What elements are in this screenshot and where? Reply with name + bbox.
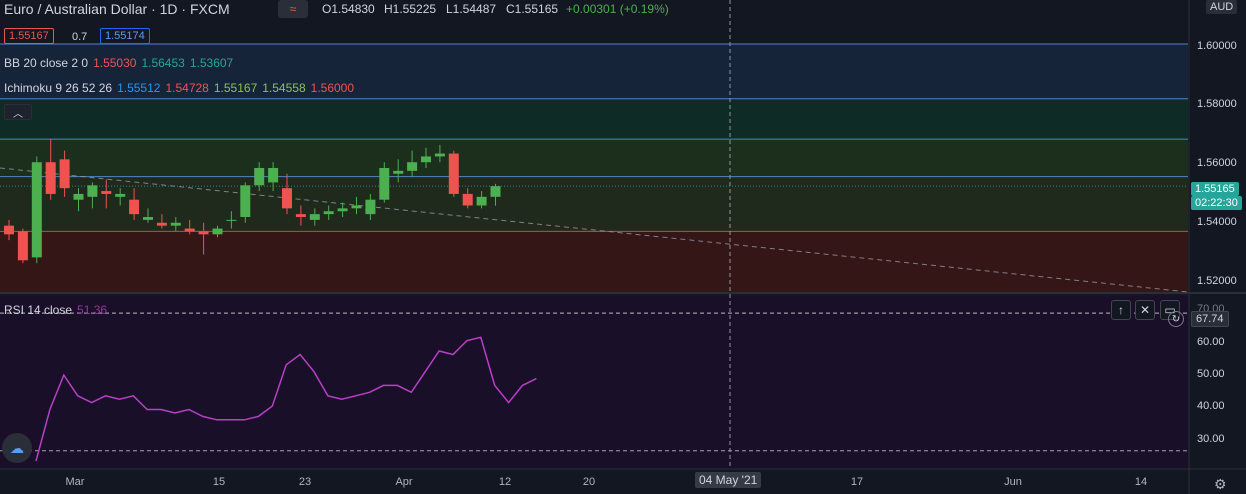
candle-body	[17, 231, 28, 261]
candle-body	[309, 214, 320, 220]
crosshair-date-tag: 04 May '21	[695, 472, 762, 488]
chevron-up-icon[interactable]: ︿	[4, 104, 32, 120]
compare-icon[interactable]: ≈	[278, 0, 308, 18]
spread-value: 0.7	[72, 31, 88, 43]
price-tick: 1.52000	[1197, 275, 1237, 287]
time-tick: 12	[498, 476, 512, 488]
bb-legend[interactable]: BB 20 close 2 0 1.55030 1.56453 1.53607	[4, 55, 233, 71]
current-price-tag: 1.55165	[1191, 182, 1239, 196]
candle-body	[448, 153, 459, 194]
rsi-background	[0, 296, 1188, 468]
ohlc-low: L1.54487	[446, 2, 497, 16]
candle-body	[240, 185, 251, 218]
time-tick: Mar	[65, 476, 85, 488]
ask-price-button[interactable]: 1.55174	[100, 28, 150, 44]
rsi-value: 51.36	[77, 303, 108, 317]
candle-body	[184, 228, 195, 232]
currency-label[interactable]: AUD	[1206, 0, 1238, 14]
rsi-legend[interactable]: RSI 14 close 51.36	[4, 302, 107, 318]
time-tick: Jun	[1004, 476, 1022, 488]
price-tick: 1.54000	[1197, 216, 1237, 228]
candle-body	[254, 167, 265, 186]
ohlc-high: H1.55225	[384, 2, 437, 16]
bb-lower-value: 1.53607	[189, 56, 234, 70]
candle-body	[351, 205, 362, 209]
candle-body	[476, 196, 487, 206]
rsi-line	[35, 336, 537, 462]
price-tick: 1.60000	[1197, 40, 1237, 52]
candle-body	[421, 156, 431, 163]
candle-body	[212, 228, 223, 235]
candle-body	[268, 167, 279, 183]
candle-body	[407, 162, 418, 171]
candle-body	[156, 222, 167, 226]
candle-body	[198, 231, 209, 235]
candle-body	[379, 167, 390, 200]
candle-body	[4, 225, 14, 235]
bb-upper-value: 1.56453	[141, 56, 185, 70]
candle-body	[282, 188, 292, 209]
rsi-tick: 30.00	[1197, 433, 1225, 445]
candle-body	[490, 186, 501, 197]
candle-body	[170, 222, 181, 226]
ohlc-change: +0.00301 (+0.19%)	[566, 2, 669, 16]
time-tick: Apr	[395, 476, 413, 488]
ichimoku-legend[interactable]: Ichimoku 9 26 52 26 1.55512 1.54728 1.55…	[4, 80, 354, 96]
time-tick: 14	[1134, 476, 1148, 488]
candle-body	[129, 199, 140, 215]
rsi-tick: 60.00	[1197, 336, 1225, 348]
rsi-label: RSI 14 close	[4, 303, 73, 317]
time-tick: 23	[298, 476, 312, 488]
rsi-current-tag: 67.74	[1191, 311, 1229, 327]
candle-body	[73, 193, 84, 200]
time-tick: 20	[582, 476, 596, 488]
ohlc-close: C1.55165	[506, 2, 559, 16]
ichimoku-lead-b-value: 1.56000	[310, 81, 355, 95]
bid-price-button[interactable]: 1.55167	[4, 28, 54, 44]
candle-body	[59, 159, 70, 189]
trend-line	[0, 167, 1189, 293]
zone-band	[0, 139, 1188, 177]
refresh-icon[interactable]: ↻	[1168, 311, 1184, 327]
bb-label: BB 20 close 2 0	[4, 56, 89, 70]
arrow-up-icon[interactable]: ↑	[1111, 300, 1131, 320]
ohlc-open: O1.54830	[322, 2, 375, 16]
zone-band	[0, 98, 1188, 140]
rsi-tick: 40.00	[1197, 400, 1225, 412]
time-tick: 15	[212, 476, 226, 488]
logo-icon[interactable]: ☁	[2, 433, 32, 463]
candle-body	[101, 191, 112, 194]
candle-body	[31, 162, 42, 258]
candle-body	[87, 185, 98, 197]
candle-body	[462, 193, 473, 206]
bb-basis-value: 1.55030	[93, 56, 137, 70]
candle-body	[365, 199, 376, 215]
zone-band	[0, 231, 1188, 292]
countdown-tag: 02:22:30	[1191, 196, 1242, 210]
candle-body	[143, 217, 153, 220]
close-icon[interactable]: ✕	[1135, 300, 1155, 320]
candle-body	[393, 170, 404, 174]
ichimoku-label: Ichimoku 9 26 52 26	[4, 81, 113, 95]
candle-body	[337, 208, 348, 212]
price-tick: 1.56000	[1197, 157, 1237, 169]
ichimoku-lead-a-value: 1.54558	[262, 81, 306, 95]
candle-body	[226, 219, 237, 221]
candle-body	[45, 162, 56, 194]
candle-body	[434, 153, 445, 157]
ichimoku-lagging-value: 1.55167	[213, 81, 258, 95]
ichimoku-base-value: 1.54728	[165, 81, 209, 95]
price-tick: 1.58000	[1197, 98, 1237, 110]
candle-body	[323, 211, 334, 215]
candle-body	[115, 193, 126, 197]
ichimoku-conversion-value: 1.55512	[117, 81, 161, 95]
rsi-tick: 50.00	[1197, 368, 1225, 380]
candle-body	[295, 214, 306, 218]
settings-icon[interactable]: ⚙	[1214, 476, 1227, 492]
zone-band	[0, 43, 1188, 99]
symbol-title: Euro / Australian Dollar · 1D · FXCM	[4, 1, 230, 17]
time-tick: 17	[850, 476, 864, 488]
